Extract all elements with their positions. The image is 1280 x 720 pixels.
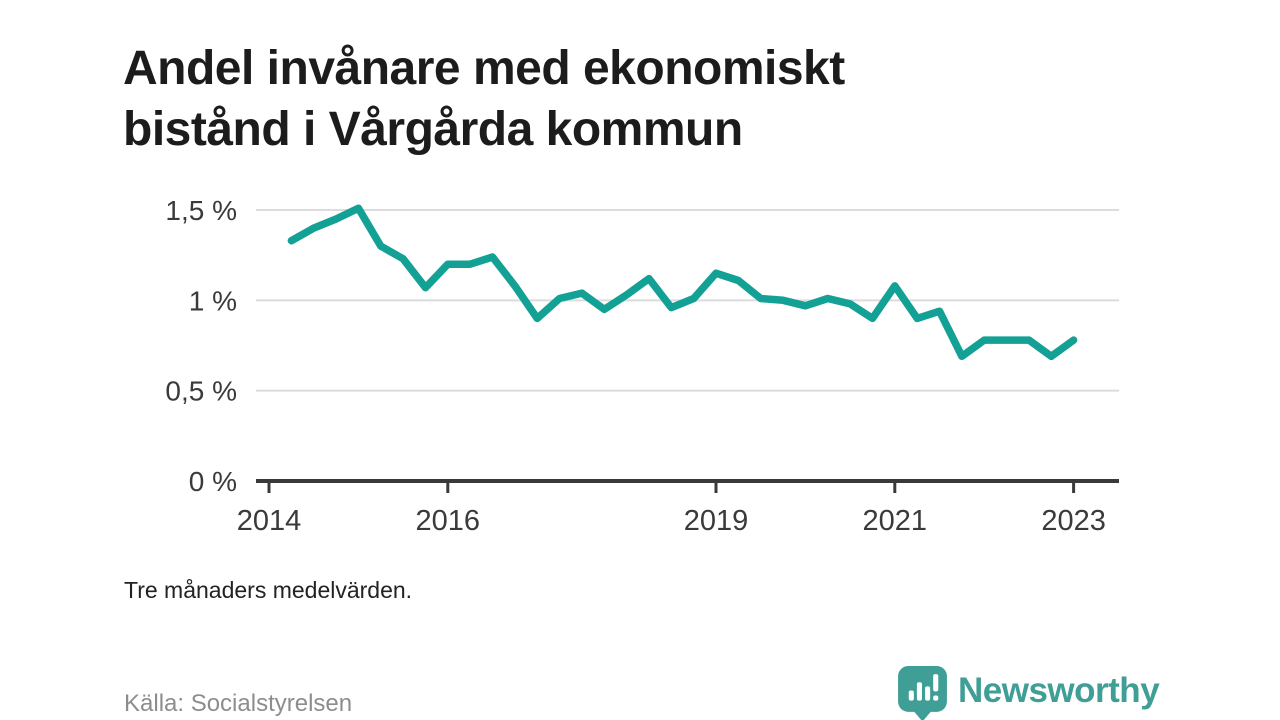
speech-bubble-shape <box>898 666 947 720</box>
x-tick-label: 2016 <box>416 505 481 537</box>
x-tick-label: 2021 <box>863 505 928 537</box>
x-tick-label: 2019 <box>684 505 749 537</box>
bar-tall <box>916 682 922 701</box>
newsworthy-logo: Newsworthy <box>897 665 1160 720</box>
x-tick-label: 2023 <box>1041 505 1106 537</box>
page-title: Andel invånare med ekonomiskt bistånd i … <box>123 38 1103 160</box>
y-tick-label: 1 % <box>189 285 237 316</box>
chart-note: Tre månaders medelvärden. <box>124 577 413 603</box>
newsworthy-bubble-barchart-icon <box>898 666 947 720</box>
y-tick-label: 0,5 % <box>165 376 237 407</box>
newsworthy-wordmark: Newsworthy <box>958 670 1160 710</box>
source-label: Källa: Socialstyrelsen <box>124 690 353 717</box>
page-title-line2: bistånd i Vårgårda kommun <box>123 103 743 157</box>
x-tick-label: 2014 <box>237 505 302 537</box>
exclamation-stroke <box>933 674 939 692</box>
page-title-line1: Andel invånare med ekonomiskt <box>123 42 845 96</box>
bar-small <box>908 690 914 701</box>
y-tick-label: 0 % <box>189 466 237 497</box>
bar-medium <box>925 686 931 701</box>
y-tick-label: 1,5 % <box>165 195 237 226</box>
exclamation-dot <box>933 695 939 701</box>
data-line <box>287 204 1078 361</box>
